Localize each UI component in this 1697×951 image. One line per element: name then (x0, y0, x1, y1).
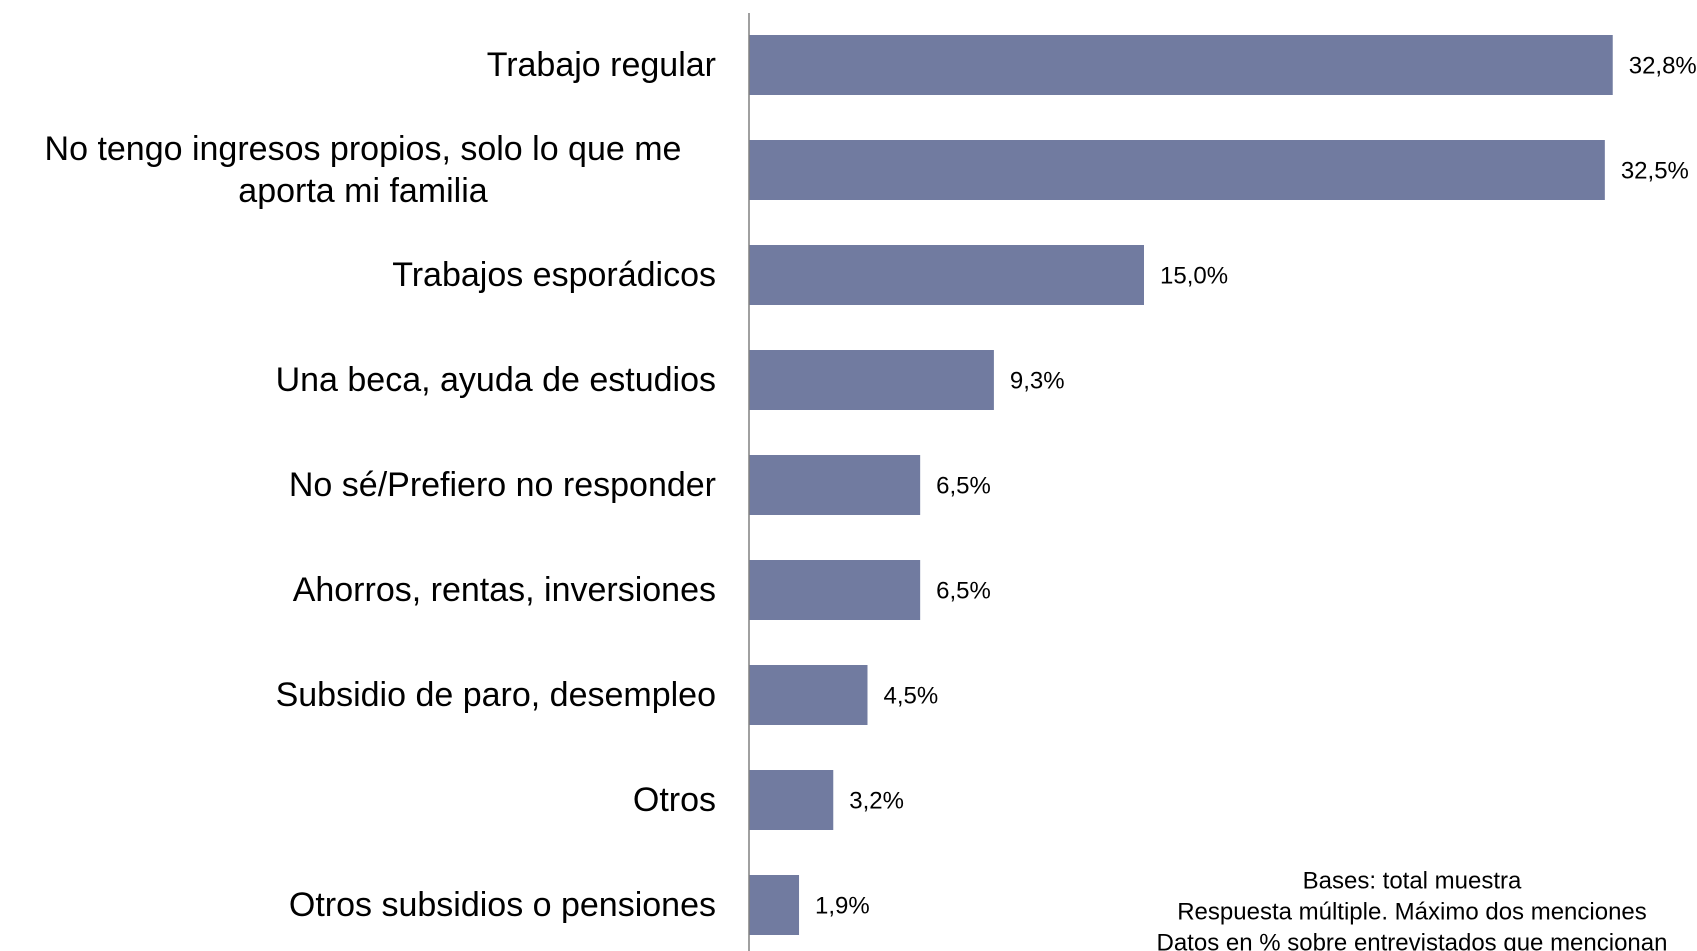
bar (749, 35, 1613, 95)
category-label: No sé/Prefiero no responder (10, 433, 716, 538)
bar (749, 455, 921, 515)
category-text: Una beca, ayuda de estudios (275, 361, 716, 399)
value-label: 6,5% (936, 472, 991, 499)
value-label: 9,3% (1010, 367, 1065, 394)
value-label: 4,5% (884, 682, 939, 709)
footnote: Bases: total muestra (1303, 867, 1522, 894)
value-label: 32,8% (1629, 52, 1697, 79)
category-label: Otros subsidios o pensiones (10, 853, 716, 951)
category-text: Otros subsidios o pensiones (288, 886, 716, 924)
bar (749, 350, 994, 410)
value-label: 32,5% (1621, 157, 1689, 184)
footnote: Datos en % sobre entrevistados que menci… (1157, 929, 1668, 951)
category-text: No sé/Prefiero no responder (288, 466, 716, 504)
category-text: Trabajo regular (486, 46, 716, 84)
category-text: Subsidio de paro, desempleo (275, 676, 716, 714)
value-label: 1,9% (815, 892, 870, 919)
category-text: Otros (632, 781, 716, 819)
category-text: Trabajos esporádicos (392, 256, 716, 294)
bar (749, 875, 800, 935)
bar (749, 245, 1144, 305)
value-label: 15,0% (1160, 262, 1228, 289)
value-label: 6,5% (936, 577, 991, 604)
category-text: No tengo ingresos propios, solo lo que m… (44, 130, 682, 210)
category-label: Una beca, ayuda de estudios (10, 328, 716, 433)
category-text: Ahorros, rentas, inversiones (292, 571, 716, 609)
category-label: Otros (10, 748, 716, 853)
bar (749, 770, 834, 830)
category-label: Ahorros, rentas, inversiones (10, 538, 716, 643)
bar (749, 560, 921, 620)
bar (749, 665, 868, 725)
category-label: Trabajos esporádicos (10, 223, 716, 328)
category-label: Subsidio de paro, desempleo (10, 643, 716, 748)
bar (749, 140, 1605, 200)
category-label: No tengo ingresos propios, solo lo que m… (10, 118, 716, 223)
footnote: Respuesta múltiple. Máximo dos menciones (1177, 898, 1647, 925)
category-label: Trabajo regular (10, 13, 716, 118)
value-label: 3,2% (849, 787, 904, 814)
